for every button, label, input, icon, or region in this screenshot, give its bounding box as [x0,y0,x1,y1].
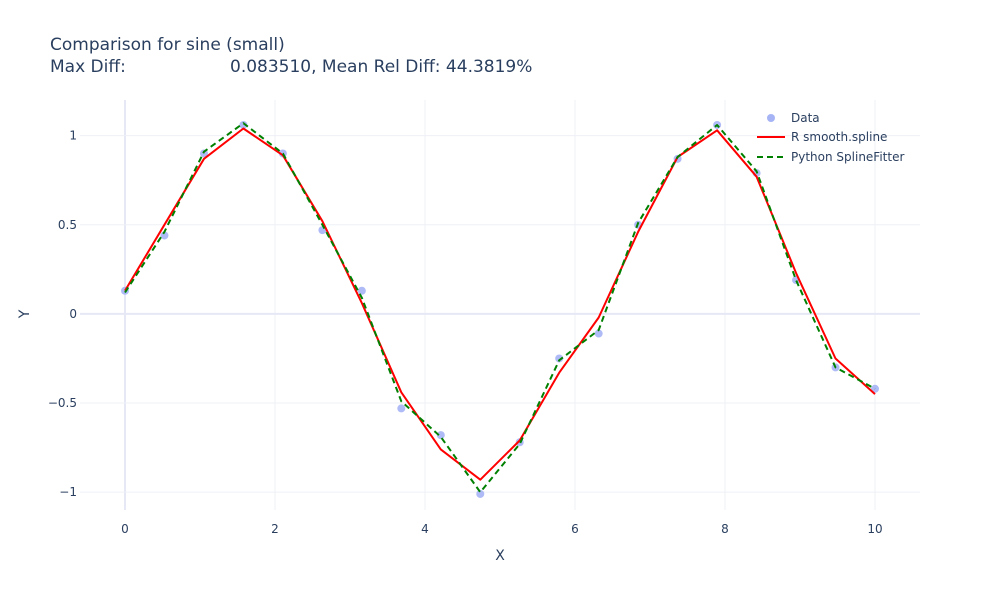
y-axis-title: Y [17,309,33,319]
y-tick-label: 1 [69,129,77,143]
y-tick-label: −1 [59,485,77,499]
data-point [476,489,485,498]
legend-item-r-smooth-spline[interactable]: R smooth.spline [757,130,887,144]
y-tick-label: 0.5 [58,218,77,232]
legend-label-python-splinefitter: Python SplineFitter [791,150,904,164]
chart-title-line1: Comparison for sine (small) [50,35,285,55]
data-point [436,431,445,440]
data-point [357,286,366,295]
legend-label-data: Data [791,111,820,125]
x-axis-title: X [495,548,505,564]
chart-title-line2-rest: 0.083510, Mean Rel Diff: 44.3819% [230,57,532,77]
data-point [160,231,169,240]
x-tick-label: 2 [271,522,279,536]
chart-title-line2-prefix: Max Diff: [50,57,126,77]
legend-marker-data [767,114,775,122]
y-tick-label: 0 [69,307,77,321]
x-tick-label: 4 [421,522,429,536]
series-line-r-smooth-spline [124,127,876,481]
x-tick-label: 6 [571,522,579,536]
legend[interactable]: Data R smooth.spline Python SplineFitter [757,111,904,164]
tick-labels: 0 2 4 6 8 10 −1 −0.5 0 0.5 1 [48,129,883,536]
grid-layer [80,100,920,510]
series-layer [121,120,879,498]
x-tick-label: 8 [721,522,729,536]
data-point [239,120,248,129]
data-point [555,354,564,363]
x-tick-label: 10 [867,522,882,536]
data-point [594,329,603,338]
legend-item-python-splinefitter[interactable]: Python SplineFitter [757,150,904,164]
data-point [397,404,406,413]
y-tick-label: −0.5 [48,396,77,410]
x-tick-label: 0 [121,522,129,536]
series-line-python-splinefitter [124,122,876,494]
legend-label-r-smooth-spline: R smooth.spline [791,130,887,144]
legend-item-data[interactable]: Data [767,111,820,125]
